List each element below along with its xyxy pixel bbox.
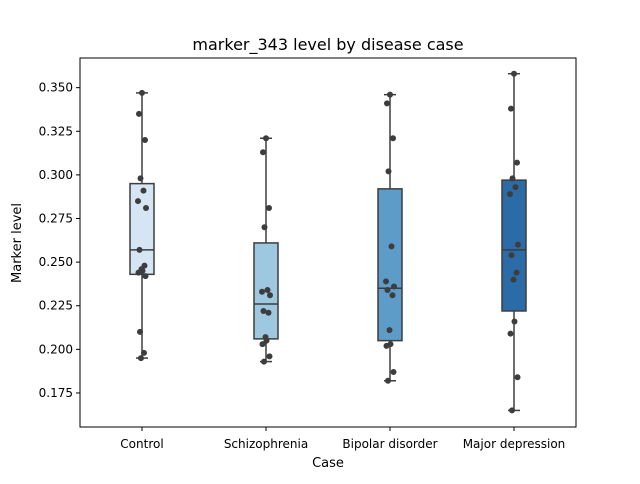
data-point (388, 243, 395, 250)
x-tick-label: Bipolar disorder (342, 437, 437, 451)
y-tick-label: 0.325 (39, 124, 73, 138)
box-body (129, 182, 155, 276)
data-point (514, 374, 521, 381)
data-point (135, 269, 142, 276)
y-tick-label: 0.200 (39, 342, 73, 356)
data-point (385, 377, 391, 384)
box-body (377, 188, 403, 342)
y-tick-label: 0.225 (39, 299, 73, 313)
data-point (507, 330, 514, 337)
data-point (384, 100, 390, 107)
data-point (137, 328, 143, 335)
data-point (267, 292, 273, 299)
data-point (513, 269, 520, 276)
data-point (387, 91, 393, 98)
data-point (260, 149, 266, 156)
y-tick-label: 0.175 (39, 386, 73, 400)
data-point (512, 184, 519, 191)
x-tick-label: Schizophrenia (224, 437, 308, 451)
data-point (136, 110, 142, 117)
data-point (508, 252, 515, 259)
data-point (383, 342, 390, 349)
y-axis-ticks: 0.175 0.200 0.225 0.250 0.275 0.300 0.325 0.350 (39, 81, 80, 400)
data-point (390, 135, 396, 142)
data-point (509, 407, 515, 414)
x-tick-label: Major depression (463, 437, 566, 451)
y-tick-label: 0.350 (39, 81, 73, 95)
data-point (266, 353, 273, 360)
data-point (135, 198, 141, 205)
plot-area-frame (79, 57, 577, 428)
data-point (263, 135, 269, 142)
data-point (260, 307, 267, 314)
data-point (390, 369, 397, 376)
data-point (259, 288, 265, 295)
x-tick-label: Control (120, 437, 163, 451)
y-axis-label: Marker level (10, 203, 25, 283)
data-point (386, 327, 393, 334)
data-point (510, 276, 517, 283)
data-point (383, 278, 389, 285)
data-point (136, 246, 143, 253)
y-tick-label: 0.250 (39, 255, 73, 269)
box-group (377, 93, 403, 382)
data-point (515, 241, 521, 248)
box-body (501, 179, 527, 312)
data-point (509, 175, 516, 182)
point-series (135, 70, 521, 414)
data-point (139, 89, 145, 96)
data-point (141, 349, 147, 356)
x-axis-ticks: Control Schizophrenia Bipolar disorder Majo… (120, 427, 565, 451)
data-point (389, 292, 396, 299)
data-point (385, 168, 392, 175)
data-point (391, 283, 397, 290)
chart-title: marker_343 level by disease case (192, 35, 463, 55)
y-tick-label: 0.300 (39, 168, 73, 182)
data-point (384, 287, 391, 294)
data-point (266, 205, 272, 212)
data-point (263, 337, 270, 344)
data-point (264, 287, 271, 294)
data-point (508, 105, 514, 112)
data-point (137, 175, 144, 182)
data-point (261, 358, 267, 365)
data-point (143, 205, 149, 212)
data-point (261, 224, 268, 231)
data-point (511, 318, 518, 325)
y-tick-label: 0.275 (39, 212, 73, 226)
box-group (501, 72, 527, 412)
data-point (259, 341, 266, 348)
data-point (140, 187, 147, 194)
data-point (138, 355, 144, 362)
data-point (514, 159, 520, 166)
data-point (511, 70, 517, 77)
data-point (142, 137, 148, 143)
data-point (142, 273, 149, 280)
x-axis-label: Case (312, 456, 344, 471)
data-point (507, 191, 513, 198)
data-point (265, 309, 272, 316)
